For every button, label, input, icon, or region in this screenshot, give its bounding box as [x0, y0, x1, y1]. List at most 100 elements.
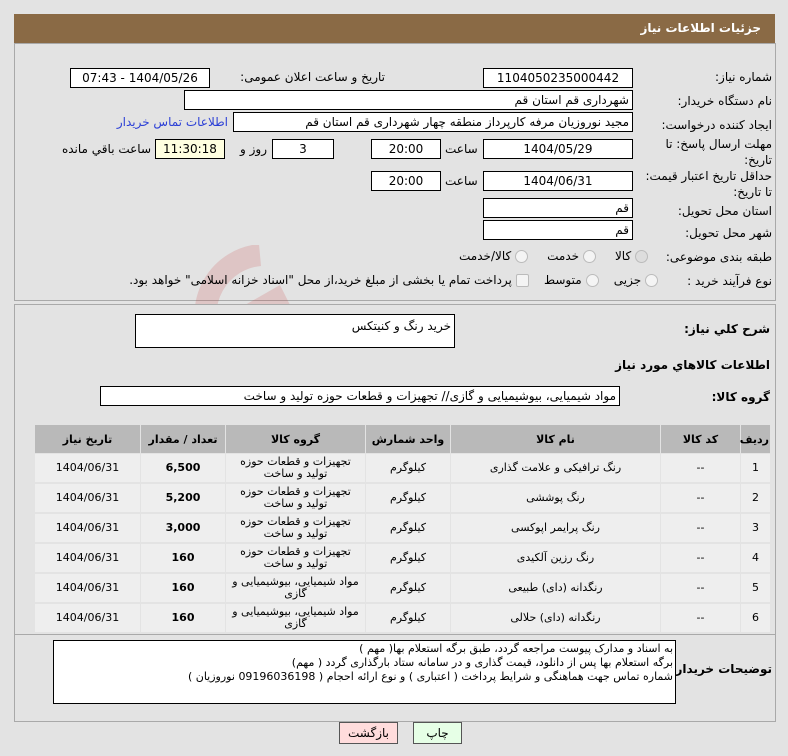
radio-goods-service[interactable] — [515, 250, 529, 263]
cell-item-name: رنگ پوششی — [450, 483, 661, 514]
validity-label: حداقل تاریخ اعتبار قیمت: تا تاریخ: — [645, 169, 772, 199]
cell-item-group: تجهیزات و قطعات حوزه تولید و ساخت — [225, 483, 366, 514]
cell-row-number: 2 — [740, 483, 771, 514]
back-button[interactable]: بازگشت — [339, 722, 398, 744]
creator-field: مجید نوروزیان مرفه کارپرداز منطقه چهار ش… — [233, 112, 633, 132]
cell-unit: کیلوگرم — [365, 453, 451, 484]
contact-info-link[interactable]: اطلاعات تماس خریدار — [116, 115, 228, 129]
cell-item-code: -- — [660, 543, 741, 574]
category-label: طبقه بندی موضوعی: — [665, 250, 772, 264]
col-qty: تعداد / مقدار — [140, 424, 226, 454]
print-button[interactable]: چاپ — [413, 722, 462, 744]
cell-row-number: 4 — [740, 543, 771, 574]
days-field: 3 — [272, 139, 334, 159]
table-row: 6 -- رنگدانه (دای) حلالی کیلوگرم مواد شیمیای… — [34, 603, 771, 634]
cell-item-code: -- — [660, 603, 741, 634]
creator-label: ایجاد کننده درخواست: — [661, 118, 772, 132]
cell-need-date: 1404/06/31 — [34, 573, 141, 604]
col-name: نام کالا — [450, 424, 661, 454]
summary-label: شرح کلي نیاز: — [684, 322, 770, 336]
col-unit: واحد شمارش — [365, 424, 451, 454]
cell-item-group: مواد شیمیایی، بیوشیمیایی و گازی — [225, 603, 366, 634]
table-row: 2 -- رنگ پوششی کیلوگرم تجهیزات و قطعات حوزه … — [34, 483, 771, 514]
deadline-date-field: 1404/05/29 — [483, 139, 633, 159]
goods-group-label: گروه کالا: — [711, 390, 770, 404]
col-group: گروه کالا — [225, 424, 366, 454]
deadline-time-field: 20:00 — [371, 139, 441, 159]
deadline-label: مهلت ارسال پاسخ: تا تاریخ: — [665, 137, 772, 167]
cell-quantity: 3,000 — [140, 513, 226, 544]
announce-label: تاریخ و ساعت اعلان عمومی: — [240, 70, 385, 84]
cell-quantity: 160 — [140, 573, 226, 604]
cell-item-code: -- — [660, 453, 741, 484]
notes-line: برگه استعلام بها پس از دانلود، قیمت گذار… — [291, 656, 673, 669]
goods-table: ردیف کد کالا نام کالا واحد شمارش گروه کا… — [34, 424, 771, 634]
cell-row-number: 5 — [740, 573, 771, 604]
treasury-checkbox[interactable] — [515, 274, 529, 287]
radio-service-label: خدمت — [547, 249, 580, 263]
province-field: قم — [483, 198, 633, 218]
cell-item-group: تجهیزات و قطعات حوزه تولید و ساخت — [225, 543, 366, 574]
cell-row-number: 6 — [740, 603, 771, 634]
cell-item-code: -- — [660, 513, 741, 544]
category-options: کالا خدمت کالا/خدمت — [459, 249, 648, 263]
table-header-row: ردیف کد کالا نام کالا واحد شمارش گروه کا… — [34, 424, 771, 454]
cell-item-group: مواد شیمیایی، بیوشیمیایی و گازی — [225, 573, 366, 604]
cell-unit: کیلوگرم — [365, 573, 451, 604]
buyer-label: نام دستگاه خریدار: — [677, 94, 773, 108]
remaining-time-field: 11:30:18 — [155, 139, 225, 159]
cell-need-date: 1404/06/31 — [34, 603, 141, 634]
table-row: 5 -- رنگدانه (دای) طبیعی کیلوگرم مواد شیمیای… — [34, 573, 771, 604]
radio-minor[interactable] — [645, 274, 658, 287]
cell-quantity: 5,200 — [140, 483, 226, 514]
announce-field: 1404/05/26 - 07:43 — [70, 68, 210, 88]
table-row: 4 -- رنگ رزین آلکیدی کیلوگرم تجهیزات و قطعات… — [34, 543, 771, 574]
col-date: تاریخ نیاز — [34, 424, 141, 454]
radio-goods-service-label: کالا/خدمت — [459, 249, 512, 263]
need-number-label: شماره نیاز: — [715, 70, 772, 84]
radio-goods-label: کالا — [614, 249, 632, 263]
validity-time-label: ساعت — [445, 174, 478, 188]
cell-row-number: 1 — [740, 453, 771, 484]
cell-need-date: 1404/06/31 — [34, 543, 141, 574]
goods-section-title: اطلاعات کالاهاي مورد نیاز — [615, 358, 770, 372]
notes-line: شماره تماس جهت هماهنگی و شرایط پرداخت ( … — [187, 670, 673, 683]
page-header: جزئیات اطلاعات نیاز — [14, 14, 775, 43]
cell-need-date: 1404/06/31 — [34, 483, 141, 514]
radio-goods[interactable] — [635, 250, 648, 263]
days-label: روز و — [240, 142, 267, 156]
city-label: شهر محل تحویل: — [685, 226, 772, 240]
cell-item-name: رنگ رزین آلکیدی — [450, 543, 661, 574]
city-field: قم — [483, 220, 633, 240]
cell-unit: کیلوگرم — [365, 603, 451, 634]
payment-note: پرداخت تمام یا بخشی از مبلغ خرید،از محل … — [129, 273, 512, 287]
col-code: کد کالا — [660, 424, 741, 454]
summary-field: خرید رنگ و کنیتکس — [135, 314, 455, 348]
cell-item-group: تجهیزات و قطعات حوزه تولید و ساخت — [225, 453, 366, 484]
radio-medium-label: متوسط — [543, 273, 582, 287]
radio-minor-label: جزیی — [613, 273, 642, 287]
cell-item-name: رنگ ترافیکی و علامت گذاری — [450, 453, 661, 484]
cell-row-number: 3 — [740, 513, 771, 544]
cell-need-date: 1404/06/31 — [34, 513, 141, 544]
goods-group-field: مواد شیمیایی، بیوشیمیایی و گازی// تجهیزا… — [100, 386, 620, 406]
cell-quantity: 6,500 — [140, 453, 226, 484]
radio-medium[interactable] — [585, 274, 599, 287]
cell-quantity: 160 — [140, 603, 226, 634]
process-options: جزیی متوسط پرداخت تمام یا بخشی از مبلغ خ… — [129, 273, 658, 287]
radio-service[interactable] — [582, 250, 596, 263]
cell-unit: کیلوگرم — [365, 483, 451, 514]
cell-quantity: 160 — [140, 543, 226, 574]
process-label: نوع فرآیند خرید : — [687, 274, 772, 288]
page-title: جزئیات اطلاعات نیاز — [640, 21, 761, 35]
table-row: 3 -- رنگ پرایمر اپوکسی کیلوگرم تجهیزات و قطع… — [34, 513, 771, 544]
cell-item-group: تجهیزات و قطعات حوزه تولید و ساخت — [225, 513, 366, 544]
notes-label: توضیحات خریدار: — [670, 662, 772, 676]
validity-date-field: 1404/06/31 — [483, 171, 633, 191]
notes-field: به اسناد و مدارک پیوست مراجعه گردد، طبق … — [53, 640, 676, 704]
notes-line: به اسناد و مدارک پیوست مراجعه گردد، طبق … — [359, 642, 673, 655]
cell-unit: کیلوگرم — [365, 543, 451, 574]
validity-time-field: 20:00 — [371, 171, 441, 191]
cell-need-date: 1404/06/31 — [34, 453, 141, 484]
